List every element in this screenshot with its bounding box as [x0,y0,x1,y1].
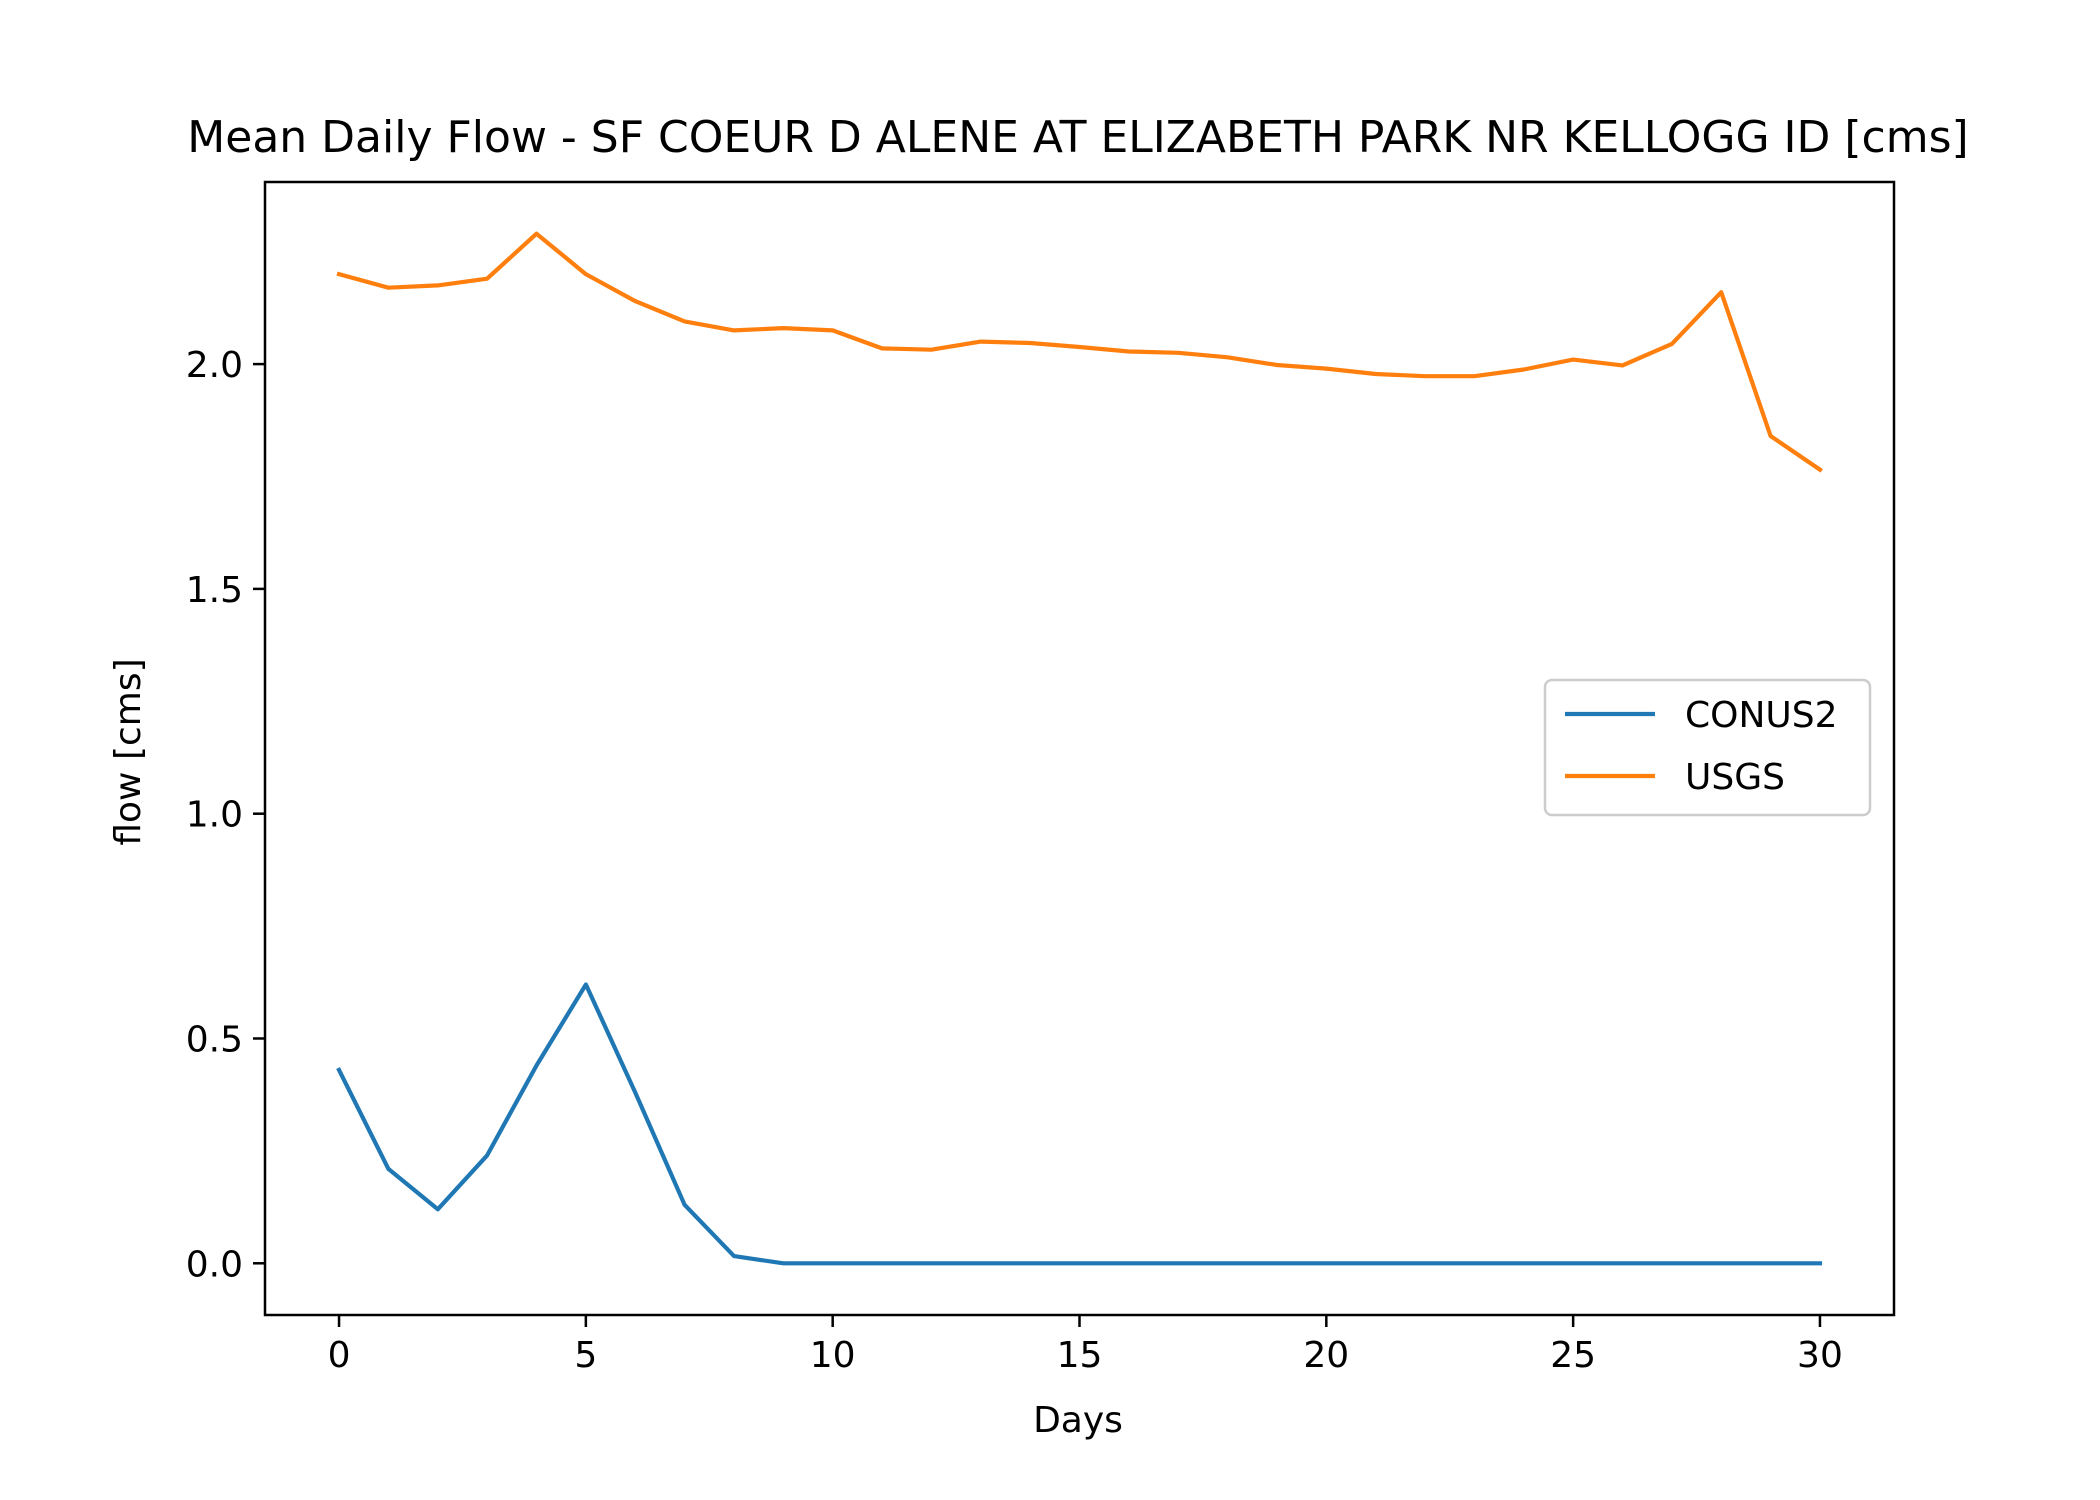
legend-label-conus2: CONUS2 [1685,695,1838,736]
x-tick-label: 0 [328,1335,351,1376]
y-tick-label: 2.0 [186,345,243,386]
legend: CONUS2 USGS [1543,678,1872,817]
chart-title: Mean Daily Flow - SF COEUR D ALENE AT EL… [187,112,1968,163]
series-line-usgs [336,231,1823,473]
x-axis-label: Days [1033,1400,1123,1441]
x-tick-label: 25 [1550,1335,1596,1376]
x-tick-label: 30 [1797,1335,1843,1376]
x-tick-label: 15 [1057,1335,1103,1376]
legend-label-usgs: USGS [1685,757,1785,798]
plot-area-frame [263,180,1896,1317]
y-tick-label: 0.5 [186,1019,243,1060]
y-tick-label: 1.5 [186,570,243,611]
series-layer [336,231,1823,1266]
x-axis-ticks: 0 5 10 15 20 25 30 [328,1315,1843,1376]
y-axis-ticks: 0.0 0.5 1.0 1.5 2.0 [186,345,265,1285]
series-line-conus2 [336,982,1823,1266]
x-tick-label: 20 [1303,1335,1349,1376]
x-tick-label: 10 [810,1335,856,1376]
y-axis-label: flow [cms] [108,658,149,845]
y-tick-label: 0.0 [186,1244,243,1285]
legend-items: CONUS2 USGS [1565,695,1838,798]
x-tick-label: 5 [574,1335,597,1376]
y-tick-label: 1.0 [186,795,243,836]
